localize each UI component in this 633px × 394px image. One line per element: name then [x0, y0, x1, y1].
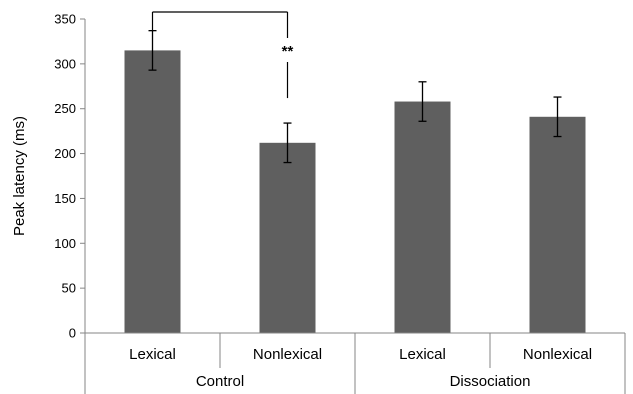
error-bars: [148, 30, 562, 164]
y-axis-label: Peak latency (ms): [11, 116, 28, 236]
y-tick-label: 50: [62, 281, 76, 296]
y-tick-label: 200: [54, 146, 76, 161]
x-category-label: Lexical: [399, 346, 446, 363]
y-tick-label: 150: [54, 191, 76, 206]
bar: [124, 50, 181, 334]
significance-annotation: **: [151, 11, 294, 99]
y-axis: 0 50 100 150 200 250 300 350: [54, 12, 86, 341]
bar: [529, 116, 586, 333]
x-group-label: Dissociation: [450, 373, 531, 390]
y-tick-label: 0: [69, 326, 76, 341]
y-tick-label: 350: [54, 12, 76, 27]
x-category-label: Nonlexical: [523, 346, 592, 363]
y-tick-label: 250: [54, 101, 76, 116]
bar: [259, 142, 316, 333]
bars: [124, 50, 586, 334]
y-tick-label: 100: [54, 236, 76, 251]
y-tick-label: 300: [54, 56, 76, 71]
bar: [394, 101, 451, 333]
x-category-label: Nonlexical: [253, 346, 322, 363]
x-category-label: Lexical: [129, 346, 176, 363]
x-axis: Lexical Nonlexical Lexical Nonlexical Contro…: [84, 332, 626, 394]
significance-label: **: [282, 43, 294, 60]
x-group-label: Control: [196, 373, 244, 390]
